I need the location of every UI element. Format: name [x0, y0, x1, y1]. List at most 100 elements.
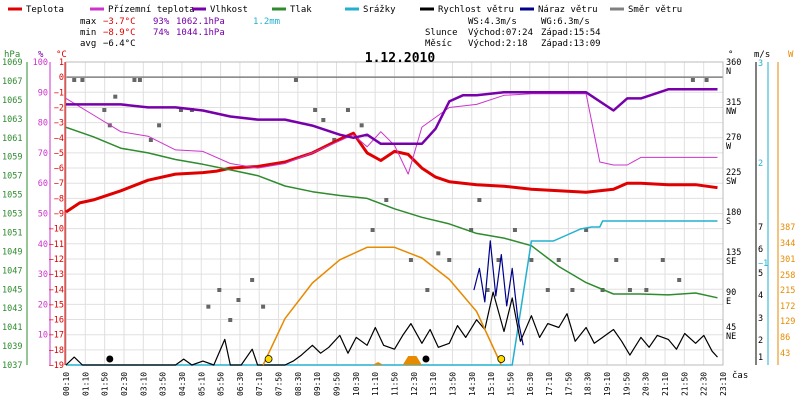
wind-dir-point [570, 288, 575, 292]
wind-dir-point [157, 123, 162, 128]
precip-blip [402, 356, 422, 365]
x-tick: 04:30 [178, 372, 187, 396]
x-tick: 10:30 [352, 372, 361, 396]
temp-tick: −12 [49, 255, 64, 265]
wind-tick: 5 [758, 269, 763, 279]
press-tick: 1045 [2, 285, 22, 295]
x-tick: 22:30 [700, 372, 709, 396]
wind-tick: 7 [758, 223, 763, 233]
x-tick: 13:50 [448, 372, 457, 396]
x-tick: 13:10 [429, 372, 438, 396]
series-rychlost-v-tru [65, 291, 718, 366]
dir-tick: 90 [726, 288, 736, 298]
legend-label: Teplota [26, 5, 64, 15]
x-tick: 03:10 [139, 372, 148, 396]
legend-label: Náraz větru [538, 5, 598, 15]
press-tick: 1037 [2, 361, 22, 371]
press-tick: 1061 [2, 134, 22, 144]
rain-tick: −1 [758, 259, 768, 269]
axis-unit: % [38, 50, 44, 60]
temp-tick: −10 [49, 225, 64, 235]
hum-tick: 90 [38, 88, 48, 98]
temp-tick: −18 [49, 346, 64, 356]
hum-tick: 30 [38, 270, 48, 280]
x-tick: 07:10 [255, 372, 264, 396]
dir-label: N [726, 67, 731, 77]
dir-tick: 45 [726, 323, 736, 333]
x-tick: 08:30 [294, 372, 303, 396]
wind-dir-point [206, 304, 211, 309]
moonrise-marker [106, 355, 114, 363]
dir-label: W [726, 142, 732, 152]
wind-dir-point [236, 298, 241, 302]
solar-tick: 301 [780, 255, 795, 265]
x-tick: 17:50 [564, 372, 573, 396]
wind-dir-point [644, 288, 649, 292]
hum-tick: 100 [33, 58, 48, 68]
wind-dir-point [370, 228, 375, 232]
wind-dir-point [102, 108, 107, 112]
stat-label: avg [80, 39, 96, 49]
hum-tick: 20 [38, 300, 48, 310]
x-tick: 01:10 [81, 372, 90, 396]
dir-tick: 360 [726, 58, 741, 68]
wind-dir-point [512, 228, 517, 232]
x-tick: 11:50 [391, 372, 400, 396]
dir-tick: 135 [726, 248, 741, 258]
x-tick: 12:30 [410, 372, 419, 396]
press-tick: 1065 [2, 96, 22, 106]
wind-dir-point [545, 288, 550, 292]
temp-tick: −9 [54, 210, 64, 220]
dir-tick: 315 [726, 98, 741, 108]
solar-tick: 43 [780, 349, 790, 359]
wind-dir-point [345, 108, 350, 112]
x-tick: 11:10 [371, 372, 380, 396]
wind-tick: 3 [758, 314, 763, 324]
legend-label: Přízemní teplota [108, 5, 195, 15]
wind-dir-point [217, 288, 222, 292]
wind-tick: 2 [758, 336, 763, 346]
temp-tick: −19 [49, 361, 64, 371]
stat-value: 1044.1hPa [176, 28, 225, 38]
wind-dir-point [677, 278, 682, 282]
solar-tick: 215 [780, 286, 795, 296]
press-tick: 1053 [2, 210, 22, 220]
temp-tick: −11 [49, 240, 64, 250]
press-tick: 1051 [2, 228, 22, 238]
x-tick: 23:10 [719, 372, 728, 396]
press-tick: 1047 [2, 266, 22, 276]
press-tick: 1049 [2, 247, 22, 257]
wind-dir-point [293, 78, 298, 82]
wind-tick: 4 [758, 291, 763, 301]
stat-value: Západ:13:09 [541, 39, 601, 49]
press-tick: 1069 [2, 58, 22, 68]
legend-label: Vlhkost [210, 5, 248, 15]
wind-dir-point [228, 318, 233, 322]
dir-tick: 270 [726, 133, 741, 143]
stat-value: Západ:15:54 [541, 28, 601, 38]
grid [65, 61, 724, 366]
x-tick: 19:10 [603, 372, 612, 396]
x-tick: 00:10 [62, 372, 71, 396]
dir-label: S [726, 217, 731, 227]
dir-tick: 225 [726, 168, 741, 178]
dir-label: E [726, 297, 731, 307]
stat-value: Východ:2:18 [468, 39, 528, 49]
stat-value: 74% [153, 28, 170, 38]
wind-dir-point [250, 278, 255, 282]
sunrise-marker [264, 355, 273, 363]
wind-dir-point [408, 258, 413, 262]
stat-label: max [80, 17, 97, 27]
press-tick: 1059 [2, 153, 22, 163]
wind-tick: 2 [758, 159, 763, 169]
legend-label: Tlak [290, 5, 312, 15]
press-tick: 1057 [2, 172, 22, 182]
wind-dir-point [137, 78, 142, 82]
stat-value: 93% [153, 17, 170, 27]
x-tick: 09:10 [313, 372, 322, 396]
wind-dir-point [359, 123, 364, 128]
wind-dir-point [660, 258, 665, 262]
wind-dir-point [584, 228, 589, 232]
